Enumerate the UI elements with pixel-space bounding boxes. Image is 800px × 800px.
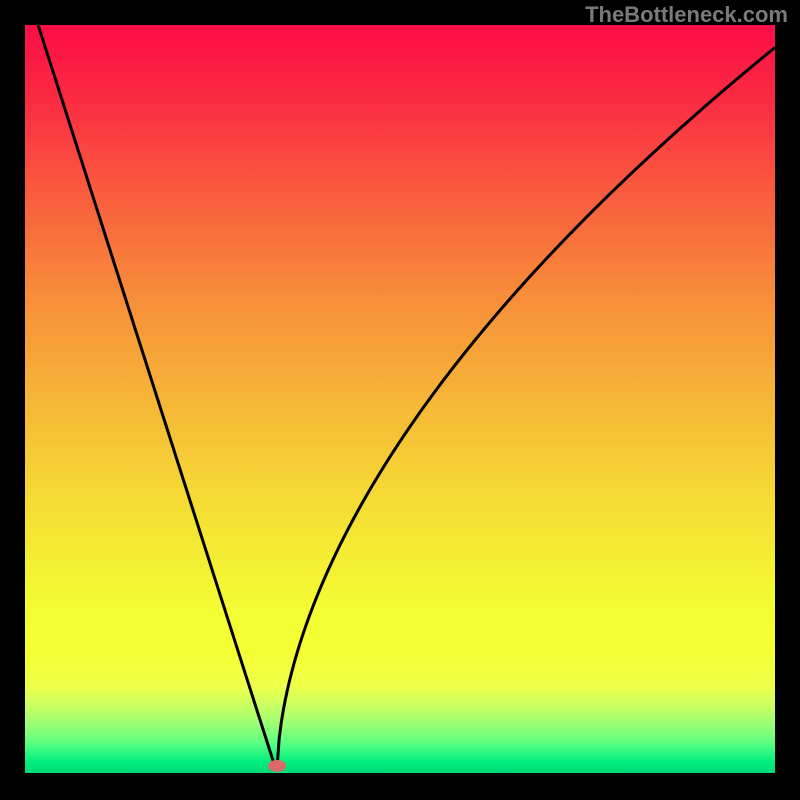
- chart-container: TheBottleneck.com: [0, 0, 800, 800]
- chart-plot-area: [25, 25, 775, 773]
- bottleneck-chart-svg: [0, 0, 800, 800]
- vertex-marker: [268, 760, 286, 772]
- watermark-label: TheBottleneck.com: [585, 2, 788, 28]
